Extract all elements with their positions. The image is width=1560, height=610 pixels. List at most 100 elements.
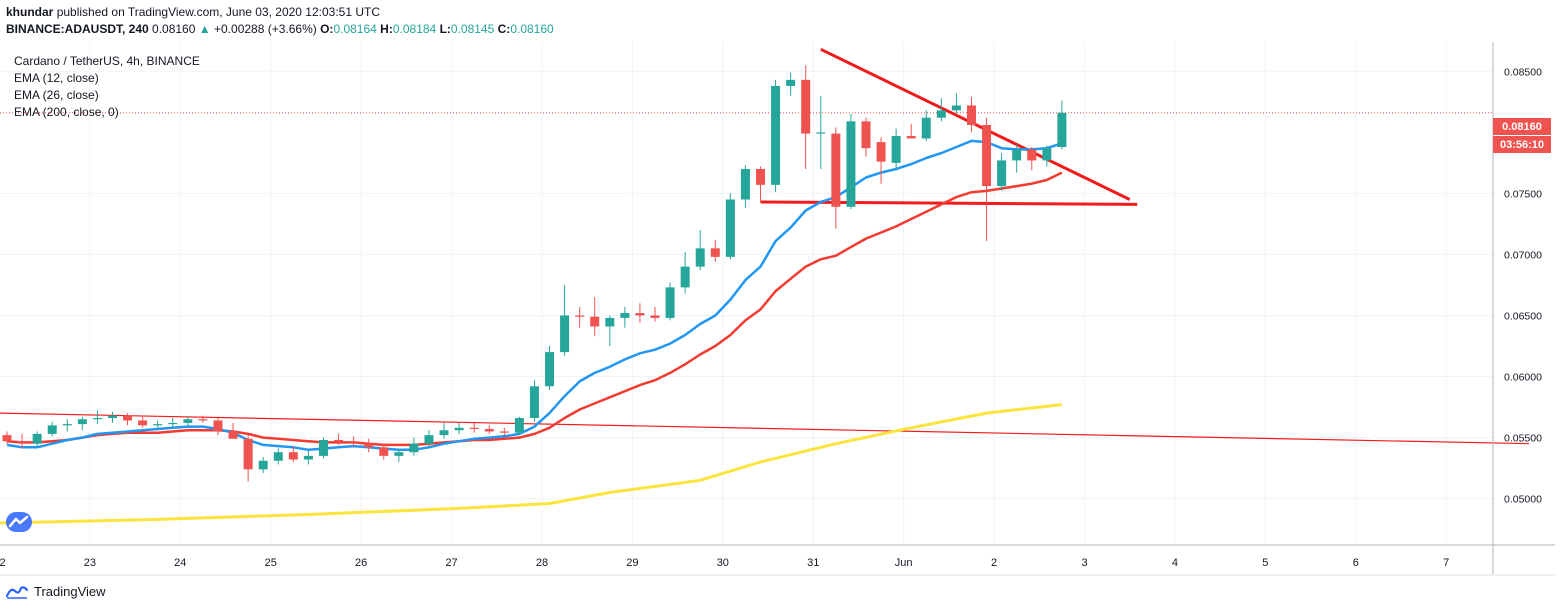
x-tick-label: 25 xyxy=(265,557,277,569)
candle-up xyxy=(951,93,961,115)
legend-ema200[interactable]: EMA (200, close, 0) xyxy=(14,105,119,119)
candle-up xyxy=(891,128,901,171)
candle-up xyxy=(816,95,826,169)
candle-up xyxy=(1042,145,1052,167)
x-tick-label: 5 xyxy=(1262,557,1268,569)
y-tick-label: 0.05500 xyxy=(1504,433,1542,445)
x-tick-label: Jun xyxy=(895,557,913,569)
candle-down xyxy=(17,433,27,449)
candle-down xyxy=(590,297,600,337)
candle-down xyxy=(364,438,374,453)
candle-body xyxy=(921,117,931,139)
axes: 0.05000 0.05500 0.06000 0.06500 0.07000 0.075… xyxy=(0,42,1555,576)
legend-ema26[interactable]: EMA (26, close) xyxy=(14,88,99,102)
change-arrow: ▲ xyxy=(198,22,211,36)
candle-body xyxy=(680,266,690,288)
candle-up xyxy=(62,419,72,432)
candle-body xyxy=(153,424,163,426)
close-label: C: xyxy=(497,22,511,36)
candle-down xyxy=(906,123,916,139)
candle-body xyxy=(801,79,811,134)
candle-body xyxy=(891,136,901,163)
candle-down xyxy=(484,425,494,434)
candle-up xyxy=(1012,144,1022,173)
ema12-line xyxy=(6,139,1063,452)
x-tick-label: 2 xyxy=(991,557,997,569)
candle-down xyxy=(861,117,871,157)
candle-up xyxy=(695,230,705,271)
tradingview-watermark-icon xyxy=(6,512,32,532)
candle-up xyxy=(107,411,117,423)
candle-body xyxy=(123,415,133,421)
high-value: 0.08184 xyxy=(392,22,437,36)
x-tick-label: 27 xyxy=(445,557,457,569)
candle-body xyxy=(635,313,645,316)
candle-down xyxy=(2,431,12,444)
low-value: 0.08145 xyxy=(450,22,495,36)
candle-body xyxy=(273,452,283,461)
candle-down xyxy=(1027,146,1037,171)
candle-up xyxy=(936,98,946,122)
candle-body xyxy=(349,441,359,444)
candle-body xyxy=(2,435,12,442)
close-value: 0.08160 xyxy=(510,22,554,36)
y-tick-label: 0.06500 xyxy=(1504,310,1542,322)
candle-up xyxy=(394,448,404,462)
candle-down xyxy=(575,306,585,328)
candle-body xyxy=(424,435,434,444)
candle-body xyxy=(243,438,253,470)
candle-body xyxy=(740,168,750,200)
candle-body xyxy=(650,315,660,318)
y-tick-label: 0.05000 xyxy=(1504,494,1542,506)
footer-brand[interactable]: TradingView xyxy=(34,583,106,599)
candle-body xyxy=(32,433,42,444)
y-tick-label: 0.07000 xyxy=(1504,249,1542,261)
candle-body xyxy=(756,168,765,185)
candle-body xyxy=(1042,148,1052,161)
tradingview-logo-icon[interactable] xyxy=(5,582,29,600)
open-value: 0.08164 xyxy=(333,22,377,36)
footer: TradingView xyxy=(5,580,106,602)
candle-up xyxy=(771,79,781,193)
grid-lines xyxy=(0,42,1493,545)
y-tick-label: 0.06000 xyxy=(1504,372,1542,384)
candle-body xyxy=(831,133,841,207)
legend-ema12[interactable]: EMA (12, close) xyxy=(14,71,99,85)
x-tick-label: 23 xyxy=(84,557,96,569)
candle-body xyxy=(906,136,916,139)
candle-body xyxy=(997,160,1007,187)
candle-body xyxy=(605,317,615,327)
candle-up xyxy=(409,437,419,456)
candle-body xyxy=(77,419,87,425)
candle-body xyxy=(334,440,344,442)
candle-up xyxy=(318,437,328,459)
x-tick-label: 6 xyxy=(1353,557,1359,569)
candle-down xyxy=(801,65,811,169)
candle-up xyxy=(183,416,193,427)
candle-down xyxy=(831,127,841,229)
candle-body xyxy=(379,447,389,456)
candle-up xyxy=(846,114,856,210)
candle-up xyxy=(740,165,750,209)
candle-body xyxy=(966,105,976,126)
candle-down xyxy=(138,415,148,428)
candle-body xyxy=(17,441,27,444)
y-tick-label: 0.08500 xyxy=(1504,66,1542,78)
candle-body xyxy=(138,420,148,426)
candle-up xyxy=(725,193,735,260)
candle-body xyxy=(394,452,404,456)
candle-down xyxy=(982,117,992,242)
candle-up xyxy=(1057,100,1067,150)
candle-down xyxy=(198,415,208,423)
chart-legend: Cardano / TetherUS, 4h, BINANCE EMA (12,… xyxy=(14,53,200,121)
candle-body xyxy=(771,85,781,185)
candle-up xyxy=(620,306,630,328)
candle-body xyxy=(499,431,509,433)
change-value: +0.00288 (+3.66%) xyxy=(214,22,317,36)
ema-lines xyxy=(0,139,1063,525)
candles xyxy=(2,65,1067,482)
ema200-line xyxy=(0,403,1063,525)
x-tick-label: 28 xyxy=(536,557,548,569)
candle-down xyxy=(650,306,660,322)
